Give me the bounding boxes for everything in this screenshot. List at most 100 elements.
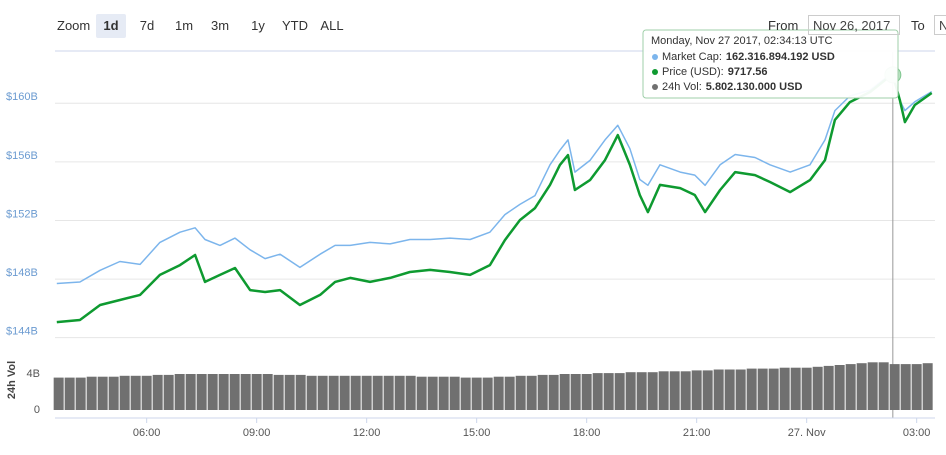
zoom-button[interactable]: YTD (282, 18, 308, 33)
x-tick-label: 21:00 (683, 427, 711, 439)
from-input[interactable]: Nov 26, 2017 (808, 15, 900, 35)
volume-bar (185, 374, 196, 410)
volume-bar (845, 364, 856, 410)
volume-bar (702, 370, 713, 410)
y-tick-label: 0 (34, 404, 40, 416)
volume-bar (350, 375, 361, 410)
volume-bar (878, 362, 889, 410)
volume-bar (306, 375, 317, 410)
volume-bar (680, 371, 691, 410)
volume-bar (262, 374, 273, 410)
volume-bar (482, 377, 493, 410)
from-label: From (768, 18, 799, 33)
volume-bar (108, 376, 119, 410)
volume-bar (207, 374, 218, 410)
volume-bar (460, 377, 471, 410)
volume-bar (537, 374, 548, 410)
volume-bar (97, 376, 108, 410)
volume-bar (163, 374, 174, 410)
zoom-button[interactable]: ALL (320, 18, 344, 33)
volume-bar (130, 375, 141, 410)
volume-bar (273, 374, 284, 410)
y-tick-label: $144B (6, 326, 38, 338)
volume-bar (383, 375, 394, 410)
x-tick-label: 12:00 (353, 427, 381, 439)
volume-bar (724, 369, 735, 410)
volume-bar (779, 367, 790, 410)
zoom-button[interactable]: 1d (96, 14, 126, 38)
tooltip-label: Market Cap: (662, 51, 722, 63)
volume-bar (152, 374, 163, 410)
tooltip-dot (652, 54, 658, 60)
volume-bar (438, 376, 449, 410)
volume-bar (229, 374, 240, 410)
volume-bar (493, 376, 504, 410)
volume-bar (691, 370, 702, 410)
y-tick-label: $156B (6, 150, 38, 162)
volume-bar (196, 374, 207, 410)
volume-bar (867, 362, 878, 410)
volume-bar (603, 373, 614, 410)
volume-bar (86, 376, 97, 410)
volume-bar (416, 376, 427, 410)
x-tick-label: 18:00 (573, 427, 601, 439)
volume-bar (427, 376, 438, 410)
tooltip-label: Price (USD): (662, 66, 724, 78)
volume-bar (801, 367, 812, 410)
series-line (56, 73, 933, 324)
tooltip-dot (652, 84, 658, 90)
volume-bar (548, 374, 559, 410)
x-tick-label: 09:00 (243, 427, 271, 439)
y-tick-label: $148B (6, 267, 38, 279)
volume-bar (75, 377, 86, 410)
volume-bar (372, 375, 383, 410)
series-line (56, 74, 933, 285)
volume-bar (449, 376, 460, 410)
tooltip-row: 24h Vol: 5.802.130.000 USD (662, 81, 802, 93)
volume-bar (625, 372, 636, 410)
volume-bar (394, 375, 405, 410)
volume-bar (658, 371, 669, 410)
volume-bar (757, 368, 768, 410)
zoom-button[interactable]: 1m (174, 18, 194, 33)
volume-bar (119, 375, 130, 410)
tooltip-row: Price (USD): 9717.56 (662, 66, 768, 78)
volume-bar (328, 375, 339, 410)
tooltip-box (642, 29, 899, 99)
volume-bar (812, 366, 823, 410)
to-input[interactable]: N (934, 15, 946, 35)
volume-bar (559, 374, 570, 410)
volume-bar (361, 375, 372, 410)
volume-bar (592, 373, 603, 410)
y-tick-label: $160B (6, 91, 38, 103)
tooltip-value: 5.802.130.000 USD (706, 81, 803, 93)
volume-bar (856, 363, 867, 410)
volume-bar (141, 375, 152, 410)
tooltip-value: 162.316.894.192 USD (726, 51, 835, 63)
tooltip-dot (652, 69, 658, 75)
volume-bar (636, 372, 647, 410)
zoom-button[interactable]: 7d (139, 18, 155, 33)
volume-bar (174, 374, 185, 410)
volume-bar (339, 375, 350, 410)
volume-bar (900, 364, 911, 410)
volume-bar (669, 371, 680, 410)
zoom-button[interactable]: 3m (210, 18, 230, 33)
volume-bar (295, 374, 306, 410)
volume-bar (581, 374, 592, 410)
volume-bar (922, 363, 933, 410)
volume-bar (713, 369, 724, 410)
volume-bar (614, 373, 625, 410)
zoom-label: Zoom (57, 18, 91, 33)
volume-bar (570, 374, 581, 410)
volume-bar (504, 376, 515, 410)
tooltip-label: 24h Vol: (662, 81, 702, 93)
zoom-button[interactable]: 1y (251, 18, 265, 33)
volume-bar (790, 367, 801, 410)
volume-bar (768, 368, 779, 410)
y-tick-label: $152B (6, 208, 38, 220)
volume-bar (746, 368, 757, 410)
volume-bar (889, 364, 900, 410)
